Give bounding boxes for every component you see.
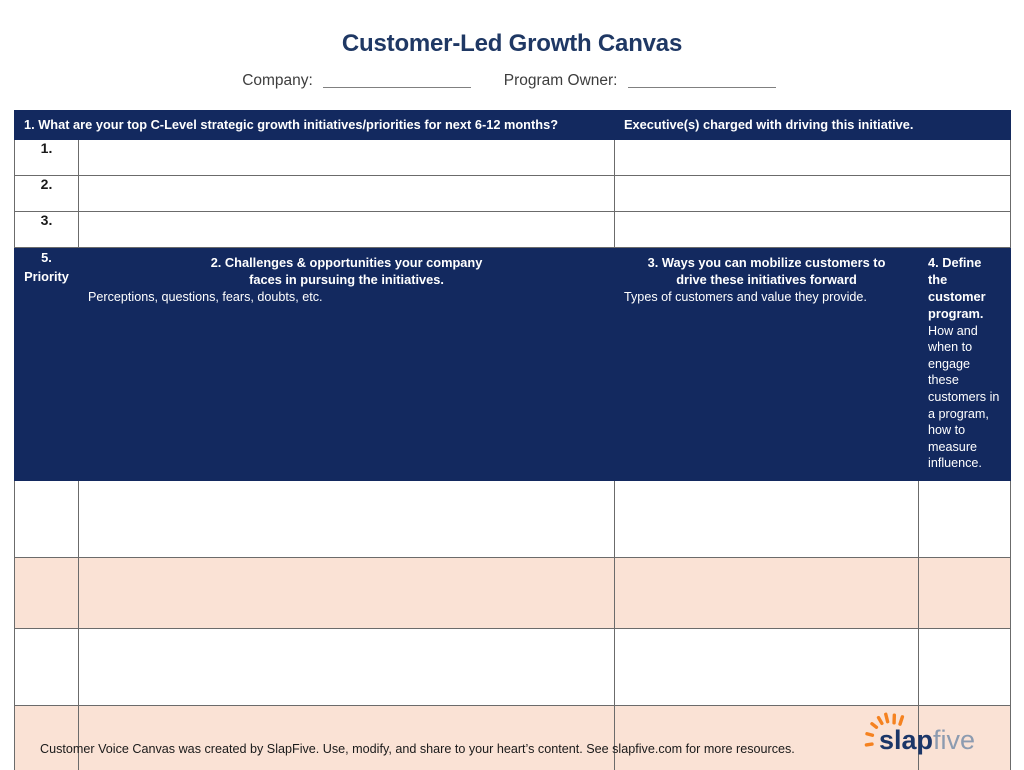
- mobilize-subtext: Types of customers and value they provid…: [624, 289, 867, 304]
- initiative-input-3[interactable]: [77, 210, 616, 248]
- mobilize-header-cell: 3. Ways you can mobilize customers to dr…: [614, 246, 920, 482]
- mobilize-input-1[interactable]: [614, 480, 920, 559]
- program-input-3[interactable]: [918, 628, 1012, 707]
- initiative-number-3: 3.: [14, 210, 79, 248]
- initiative-number-2: 2.: [14, 174, 79, 212]
- identification-line: Company: Program Owner:: [0, 72, 1024, 90]
- logo-word-slap: slap: [879, 725, 933, 755]
- mobilize-header-text: 3. Ways you can mobilize customers to dr…: [615, 248, 918, 313]
- initiative-input-2[interactable]: [77, 174, 616, 212]
- table-row: 2.: [14, 174, 1012, 212]
- table-row: [14, 480, 1012, 559]
- top-header-row: 1. What are your top C-Level strategic g…: [13, 110, 1012, 140]
- program-heading-line1: 4. Define the customer program.: [928, 254, 986, 321]
- slapfive-logo-svg: slap five: [864, 712, 975, 755]
- priority-input-1[interactable]: [14, 480, 79, 559]
- footer-note: Customer Voice Canvas was created by Sla…: [40, 742, 795, 756]
- column-header-row: 5. Priority 2. Challenges & opportunitie…: [14, 246, 1012, 482]
- program-subtext-line1: How and when to engage these customers i…: [928, 323, 1000, 404]
- priority-header-label: Priority: [24, 269, 69, 285]
- slapfive-logo: slap five: [862, 712, 1012, 760]
- initiatives-prompt-cell: 1. What are your top C-Level strategic g…: [13, 110, 616, 140]
- challenges-header-text: 2. Challenges & opportunities your compa…: [79, 248, 614, 313]
- program-header-cell: 4. Define the customer program. How and …: [918, 246, 1012, 482]
- challenges-input-4[interactable]: [77, 705, 616, 770]
- table-row: [14, 557, 1012, 630]
- program-input-1[interactable]: [918, 480, 1012, 559]
- priority-input-2[interactable]: [14, 557, 79, 630]
- slapfive-burst-icon: [864, 712, 905, 747]
- initiative-number-1: 1.: [14, 138, 79, 176]
- priority-input-3[interactable]: [14, 628, 79, 707]
- priority-header-cell: 5. Priority: [14, 246, 79, 482]
- table-row: [14, 628, 1012, 707]
- mobilize-input-2[interactable]: [614, 557, 920, 630]
- program-input-2[interactable]: [918, 557, 1012, 630]
- company-input[interactable]: [323, 87, 472, 88]
- executive-input-3[interactable]: [614, 210, 1012, 248]
- priority-input-4[interactable]: [14, 705, 79, 770]
- initiatives-prompt-text: 1. What are your top C-Level strategic g…: [24, 117, 559, 132]
- program-input-4[interactable]: [918, 705, 1012, 770]
- table-row: [14, 705, 1012, 770]
- challenges-header-cell: 2. Challenges & opportunities your compa…: [77, 246, 616, 482]
- mobilize-input-3[interactable]: [614, 628, 920, 707]
- challenges-subtext: Perceptions, questions, fears, doubts, e…: [88, 289, 323, 304]
- growth-canvas-table: 1. What are your top C-Level strategic g…: [13, 110, 1012, 770]
- program-header-text: 4. Define the customer program. How and …: [919, 248, 1010, 480]
- challenges-input-3[interactable]: [77, 628, 616, 707]
- company-label: Company:: [242, 72, 313, 89]
- table-row: 1.: [14, 138, 1012, 176]
- challenges-input-1[interactable]: [77, 480, 616, 559]
- mobilize-heading-line1: 3. Ways you can mobilize customers to: [647, 254, 886, 270]
- challenges-input-2[interactable]: [77, 557, 616, 630]
- mobilize-input-4[interactable]: [614, 705, 920, 770]
- logo-word-five: five: [933, 725, 975, 755]
- page-title: Customer-Led Growth Canvas: [341, 30, 683, 57]
- program-owner-input[interactable]: [627, 87, 776, 88]
- initiative-input-1[interactable]: [77, 138, 616, 176]
- challenges-heading-line1: 2. Challenges & opportunities your compa…: [210, 254, 483, 270]
- priority-header-number: 5.: [41, 249, 52, 265]
- program-owner-label: Program Owner:: [503, 72, 618, 89]
- executive-input-1[interactable]: [614, 138, 1012, 176]
- executive-input-2[interactable]: [614, 174, 1012, 212]
- challenges-heading-line2: faces in pursuing the initiatives.: [249, 271, 444, 287]
- program-subtext-line2: a program, how to measure influence.: [928, 406, 989, 471]
- mobilize-heading-line2: drive these initiatives forward: [676, 271, 857, 287]
- executives-prompt-cell: Executive(s) charged with driving this i…: [614, 110, 1012, 140]
- executives-prompt-text: Executive(s) charged with driving this i…: [624, 117, 914, 132]
- table-row: 3.: [14, 210, 1012, 248]
